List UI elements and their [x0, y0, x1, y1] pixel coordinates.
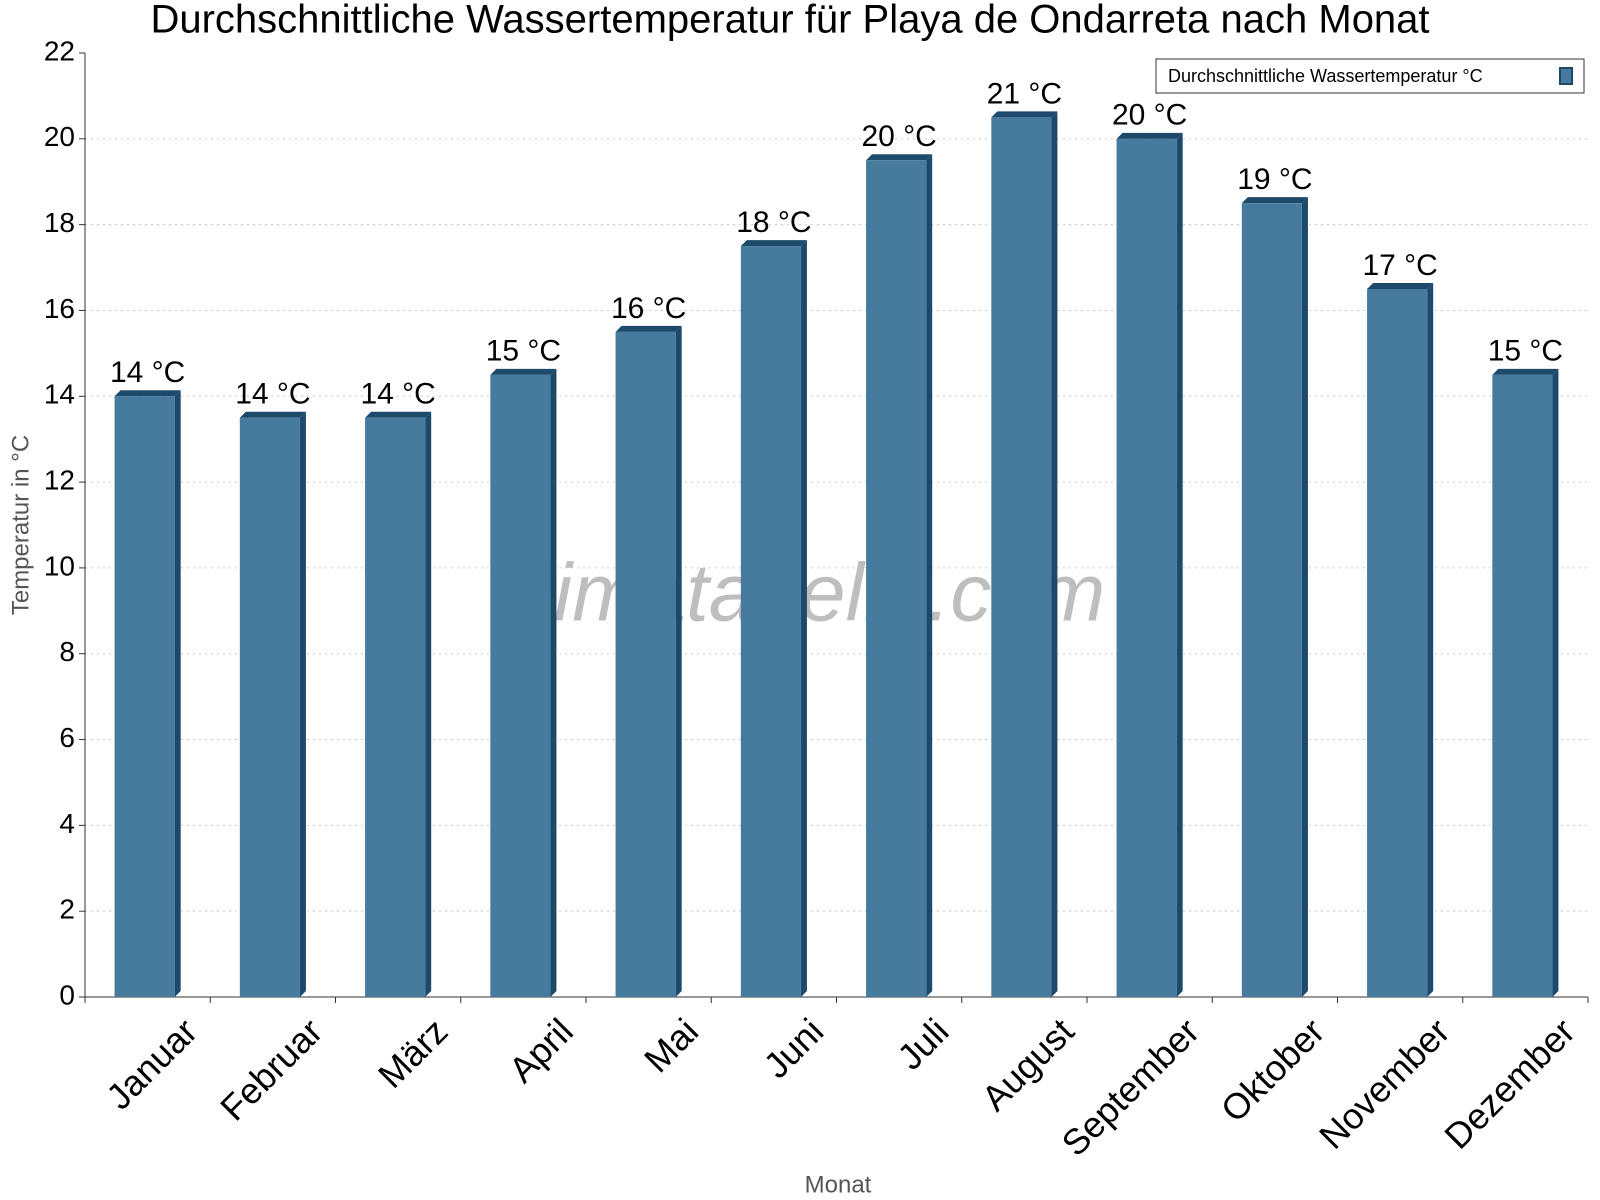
x-tick-label: April: [501, 1010, 581, 1090]
bar-top: [365, 411, 432, 418]
bar-side: [174, 390, 181, 998]
y-tick-label: 8: [59, 636, 75, 667]
bar: [1367, 289, 1428, 997]
bar: [866, 160, 927, 998]
bar: [490, 374, 551, 997]
value-label: 20 °C: [1112, 99, 1187, 132]
bar: [239, 417, 300, 997]
bar-side: [1427, 283, 1434, 997]
bar-side: [675, 325, 682, 998]
y-tick-label: 22: [44, 35, 75, 66]
value-label: 14 °C: [110, 356, 185, 389]
bar-top: [740, 240, 807, 247]
bar: [1241, 203, 1302, 997]
y-tick-label: 10: [44, 550, 75, 581]
bar-top: [239, 411, 306, 418]
bar-top: [991, 111, 1058, 118]
value-label: 14 °C: [360, 378, 435, 411]
bar: [365, 417, 426, 997]
bar-side: [800, 240, 807, 997]
x-tick-label: November: [1311, 1010, 1457, 1156]
y-tick-label: 16: [44, 293, 75, 324]
value-label: 14 °C: [235, 378, 310, 411]
x-tick-label: Juni: [756, 1010, 832, 1086]
legend-label: Durchschnittliche Wassertemperatur °C: [1168, 66, 1483, 86]
bar-side: [299, 411, 306, 997]
value-label: 18 °C: [736, 206, 811, 239]
value-label: 16 °C: [611, 292, 686, 325]
value-label: 15 °C: [486, 335, 561, 368]
bar-side: [550, 368, 557, 997]
y-tick-label: 4: [59, 808, 75, 839]
bar-top: [490, 368, 557, 375]
bar: [1492, 374, 1553, 997]
bar-side: [1176, 132, 1183, 997]
x-tick-label: August: [974, 1010, 1082, 1118]
bar-top: [1367, 283, 1434, 289]
bar: [991, 117, 1052, 997]
value-label: 21 °C: [987, 77, 1062, 110]
value-label: 19 °C: [1237, 163, 1312, 196]
bar-side: [1301, 197, 1308, 997]
bar-side: [425, 411, 432, 997]
y-tick-label: 12: [44, 464, 75, 495]
y-tick-label: 0: [59, 979, 75, 1010]
x-tick-label: Mai: [636, 1010, 706, 1080]
bar-side: [1051, 111, 1058, 997]
x-tick-label: Dezember: [1436, 1010, 1582, 1156]
bar-side: [1552, 368, 1559, 997]
bar-top: [1492, 368, 1559, 375]
y-tick-label: 2: [59, 894, 75, 925]
bar: [615, 331, 676, 998]
x-axis-label: Monat: [805, 1171, 872, 1198]
x-tick-label: Juli: [889, 1010, 956, 1077]
legend-swatch: [1559, 67, 1573, 85]
bar-top: [866, 154, 933, 161]
bar: [114, 396, 175, 998]
bar-side: [926, 154, 933, 998]
value-label: 17 °C: [1362, 249, 1437, 282]
bar: [740, 246, 801, 997]
bar-top: [114, 390, 181, 397]
y-tick-label: 20: [44, 121, 75, 152]
y-axis-label: Temperatur in °C: [7, 435, 34, 615]
bar: [1116, 138, 1177, 997]
bar-top: [1241, 197, 1308, 204]
y-tick-label: 6: [59, 722, 75, 753]
x-tick-label: Oktober: [1213, 1010, 1333, 1130]
bar-top: [615, 325, 682, 332]
x-tick-label: Februar: [212, 1010, 330, 1128]
bar-top: [1116, 132, 1183, 139]
value-label: 20 °C: [861, 120, 936, 153]
x-tick-label: März: [370, 1010, 456, 1096]
chart-title: Durchschnittliche Wassertemperatur für P…: [150, 0, 1429, 42]
legend-box: [1155, 58, 1585, 94]
y-tick-label: 18: [44, 207, 75, 238]
y-tick-label: 14: [44, 379, 75, 410]
value-label: 15 °C: [1488, 335, 1563, 368]
x-tick-label: Januar: [98, 1010, 205, 1117]
x-tick-label: September: [1053, 1010, 1207, 1164]
